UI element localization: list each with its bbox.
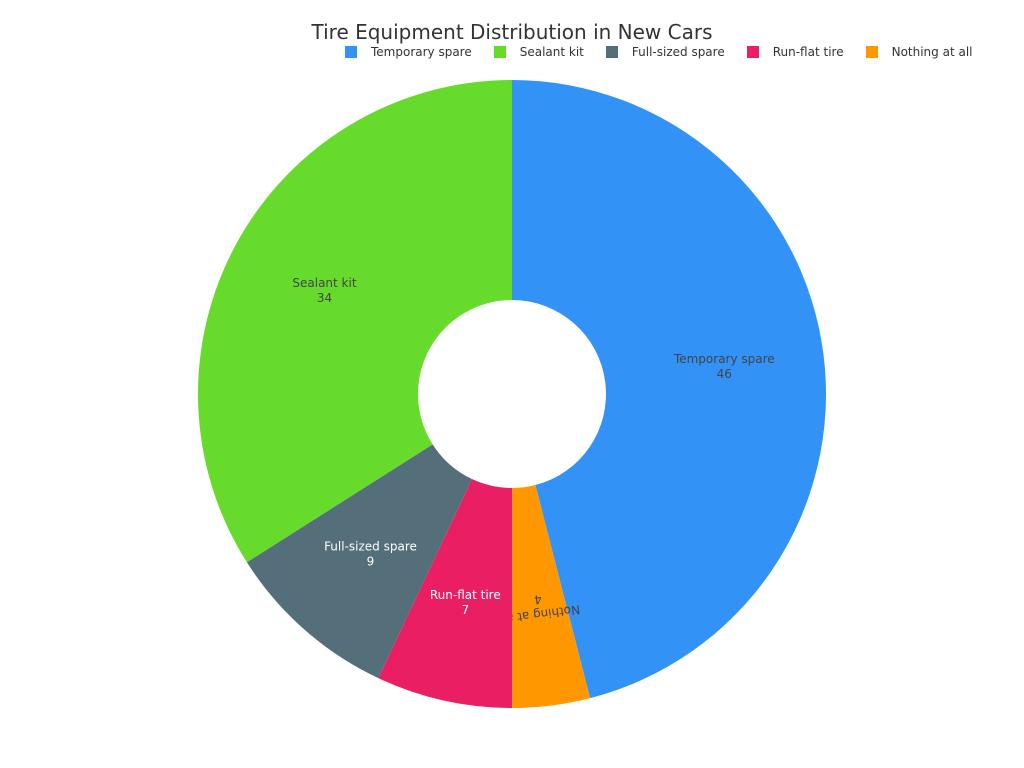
legend-item[interactable]: Run-flat tire [746,45,844,59]
legend-swatch-icon [493,46,506,58]
legend-label: Nothing at all [891,45,973,59]
legend-label: Run-flat tire [772,45,844,59]
svg-text:4: 4 [533,592,542,607]
svg-text:Sealant kit: Sealant kit [292,276,356,290]
legend-label: Full-sized spare [631,45,725,59]
svg-text:7: 7 [461,603,469,617]
pie-slice[interactable] [197,80,512,563]
svg-text:9: 9 [367,555,375,569]
pie-slice[interactable] [378,479,512,708]
legend-item[interactable]: Nothing at all [865,45,973,59]
chart-title: Tire Equipment Distribution in New Cars [311,20,713,44]
legend-item[interactable]: Sealant kit [493,45,584,59]
legend-label: Sealant kit [519,45,584,59]
svg-text:34: 34 [317,291,332,305]
svg-text:Temporary spare: Temporary spare [673,352,775,366]
svg-text:Run-flat tire: Run-flat tire [430,588,501,602]
legend-swatch-icon [605,46,618,58]
legend-item[interactable]: Temporary spare [345,45,472,59]
pie-slice[interactable] [512,485,591,708]
legend-item[interactable]: Full-sized spare [605,45,725,59]
legend-swatch-icon [865,46,878,58]
legend-swatch-icon [746,46,759,58]
chart-legend: Temporary spare Sealant kit Full-sized spa… [345,45,995,59]
svg-text:Full-sized spare: Full-sized spare [324,540,417,554]
legend-label: Temporary spare [371,45,472,59]
pie-slice[interactable] [246,444,472,679]
svg-text:46: 46 [717,367,732,381]
pie-slice[interactable] [512,80,827,699]
legend-swatch-icon [345,46,357,58]
